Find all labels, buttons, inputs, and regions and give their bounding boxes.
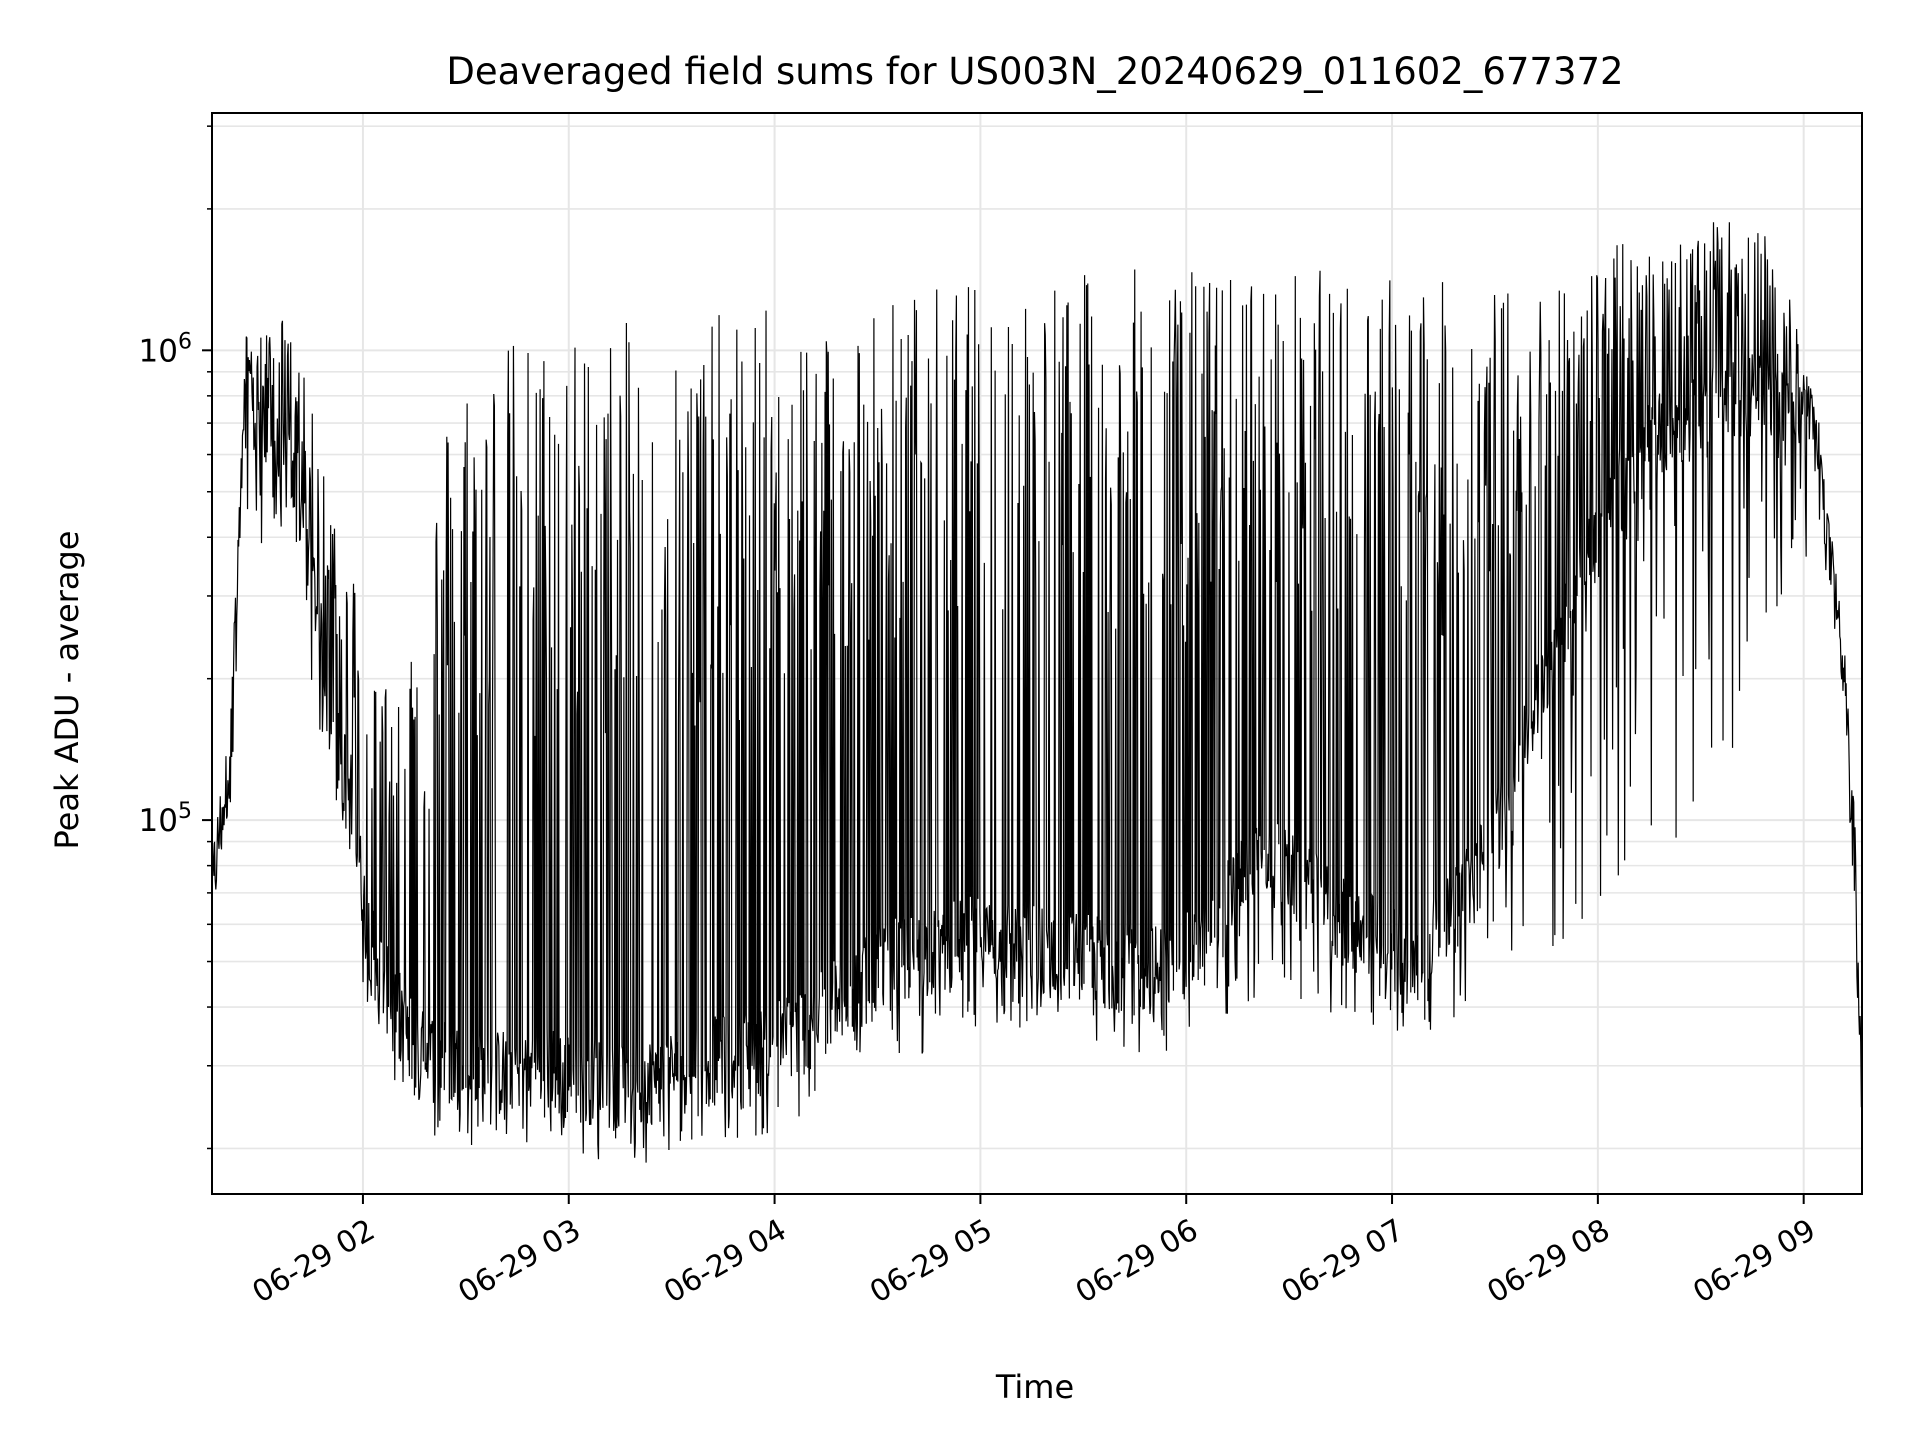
y-tick-label: 106 — [139, 329, 192, 369]
plot-area-frame — [211, 112, 1863, 1195]
chart-title: Deaveraged field sums for US003N_2024062… — [446, 50, 1623, 93]
x-axis-label: Time — [995, 1368, 1074, 1406]
series-layer — [211, 222, 1863, 1163]
y-axis-label: Peak ADU - average — [48, 531, 86, 850]
y-tick-label: 105 — [139, 799, 192, 839]
series-line — [211, 222, 1863, 1163]
y-axis-ticks: 105 106 — [139, 125, 212, 1150]
